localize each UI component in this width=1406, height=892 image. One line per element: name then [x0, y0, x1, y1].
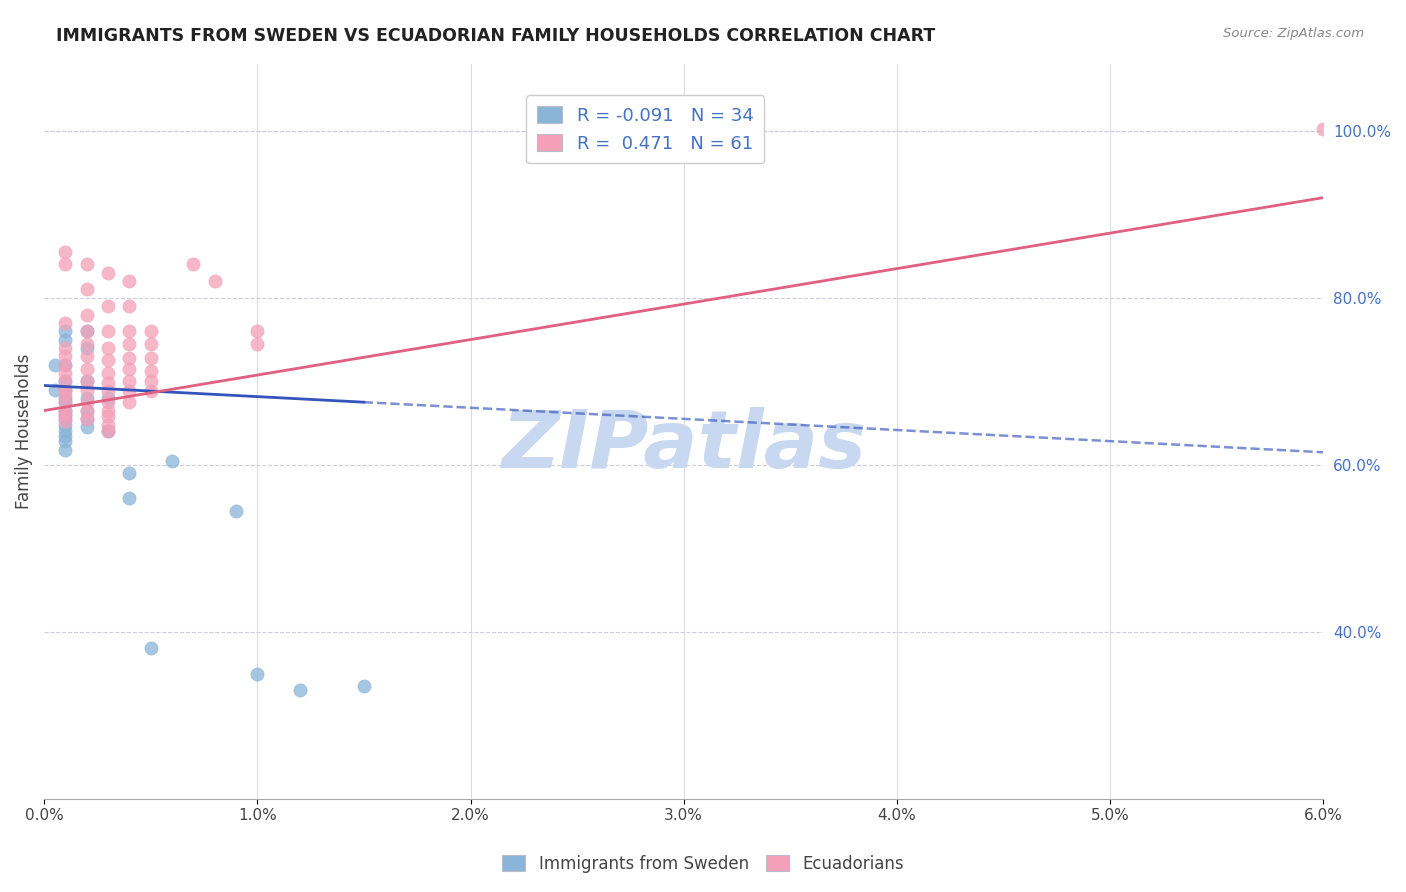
Point: [1312, 122, 1334, 136]
Point: [76, 361, 98, 376]
Point: [55, 395, 77, 409]
Point: [55, 391, 77, 405]
Point: [225, 504, 247, 518]
Point: [55, 414, 77, 428]
Point: [55, 316, 77, 330]
Point: [55, 244, 77, 259]
Point: [353, 679, 375, 693]
Point: [118, 361, 141, 376]
Point: [76, 403, 98, 417]
Point: [44, 358, 66, 372]
Point: [97, 376, 120, 390]
Point: [76, 283, 98, 297]
Point: [118, 491, 141, 506]
Point: [97, 417, 120, 432]
Point: [76, 324, 98, 338]
Point: [97, 409, 120, 424]
Text: ZIPatlas: ZIPatlas: [501, 407, 866, 485]
Point: [76, 336, 98, 351]
Point: [55, 374, 77, 388]
Point: [160, 453, 183, 467]
Point: [55, 403, 77, 417]
Point: [55, 333, 77, 347]
Point: [55, 434, 77, 449]
Point: [76, 391, 98, 405]
Point: [55, 395, 77, 409]
Point: [76, 349, 98, 363]
Point: [76, 403, 98, 417]
Point: [44, 383, 66, 397]
Point: [246, 666, 269, 681]
Y-axis label: Family Households: Family Households: [15, 354, 32, 509]
Point: [139, 336, 162, 351]
Point: [55, 366, 77, 380]
Point: [118, 274, 141, 288]
Point: [55, 442, 77, 457]
Point: [246, 336, 269, 351]
Point: [76, 324, 98, 338]
Point: [139, 351, 162, 365]
Point: [97, 266, 120, 280]
Point: [97, 366, 120, 380]
Point: [76, 395, 98, 409]
Point: [55, 358, 77, 372]
Point: [76, 412, 98, 426]
Point: [118, 351, 141, 365]
Point: [55, 417, 77, 432]
Point: [97, 384, 120, 399]
Text: IMMIGRANTS FROM SWEDEN VS ECUADORIAN FAMILY HOUSEHOLDS CORRELATION CHART: IMMIGRANTS FROM SWEDEN VS ECUADORIAN FAM…: [56, 27, 935, 45]
Point: [97, 395, 120, 409]
Point: [76, 383, 98, 397]
Point: [97, 341, 120, 355]
Point: [55, 358, 77, 372]
Point: [55, 403, 77, 417]
Legend: R = -0.091   N = 34, R =  0.471   N = 61: R = -0.091 N = 34, R = 0.471 N = 61: [526, 95, 765, 163]
Point: [118, 466, 141, 480]
Point: [118, 384, 141, 399]
Point: [55, 383, 77, 397]
Point: [97, 425, 120, 439]
Point: [55, 374, 77, 388]
Point: [55, 428, 77, 442]
Point: [97, 324, 120, 338]
Point: [76, 420, 98, 434]
Point: [76, 374, 98, 388]
Point: [183, 257, 205, 271]
Point: [97, 299, 120, 313]
Point: [55, 257, 77, 271]
Point: [118, 299, 141, 313]
Point: [118, 374, 141, 388]
Point: [76, 341, 98, 355]
Point: [204, 274, 226, 288]
Point: [76, 412, 98, 426]
Point: [55, 341, 77, 355]
Point: [55, 383, 77, 397]
Point: [118, 336, 141, 351]
Point: [288, 683, 311, 698]
Point: [97, 391, 120, 405]
Point: [139, 364, 162, 378]
Point: [97, 353, 120, 368]
Legend: Immigrants from Sweden, Ecuadorians: Immigrants from Sweden, Ecuadorians: [495, 848, 911, 880]
Point: [55, 408, 77, 422]
Point: [76, 257, 98, 271]
Point: [139, 641, 162, 656]
Point: [97, 403, 120, 417]
Point: [139, 384, 162, 399]
Point: [76, 308, 98, 322]
Point: [139, 324, 162, 338]
Point: [118, 395, 141, 409]
Point: [118, 324, 141, 338]
Point: [97, 425, 120, 439]
Point: [55, 425, 77, 439]
Point: [55, 324, 77, 338]
Point: [55, 412, 77, 426]
Point: [76, 374, 98, 388]
Point: [55, 408, 77, 422]
Text: Source: ZipAtlas.com: Source: ZipAtlas.com: [1223, 27, 1364, 40]
Point: [139, 374, 162, 388]
Point: [55, 349, 77, 363]
Point: [246, 324, 269, 338]
Point: [55, 387, 77, 401]
